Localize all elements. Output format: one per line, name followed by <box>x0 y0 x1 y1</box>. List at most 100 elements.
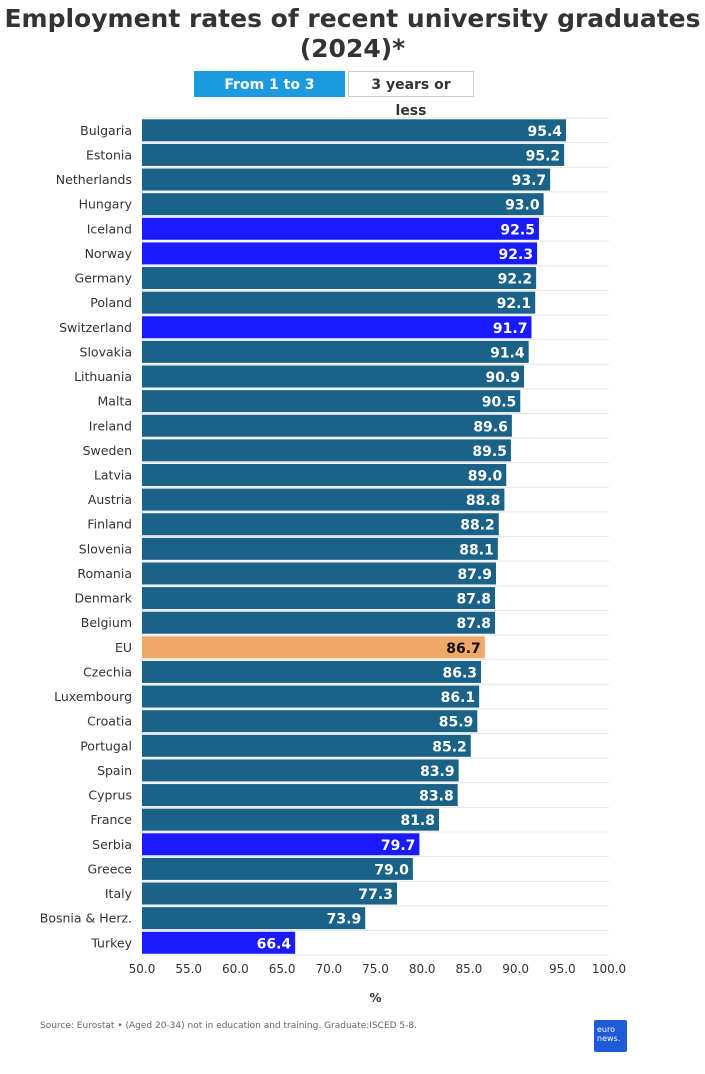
data-label: 88.8 <box>466 493 501 509</box>
logo-line-2: news. <box>597 1034 621 1043</box>
category-label: Belgium <box>81 615 132 630</box>
category-label: Estonia <box>86 147 132 162</box>
category-label: EU <box>115 640 132 655</box>
data-label: 95.2 <box>526 148 561 164</box>
bar-slovenia <box>142 537 498 560</box>
category-label: Sweden <box>83 443 132 458</box>
bar-bosnia-herz- <box>142 907 366 930</box>
bar-romania <box>142 562 496 585</box>
category-label: Slovakia <box>80 344 132 359</box>
bar-bulgaria <box>142 119 567 142</box>
x-tick-label: 50.0 <box>129 962 156 976</box>
euronews-logo: euro news. <box>594 1020 627 1052</box>
category-label: Hungary <box>79 197 133 212</box>
data-label: 90.5 <box>482 395 517 411</box>
category-label: Spain <box>97 763 132 778</box>
data-label: 89.5 <box>472 444 507 460</box>
bar-greece <box>142 857 413 880</box>
bar-germany <box>142 267 537 290</box>
tab-bar: From 1 to 3 years 3 years or less <box>194 71 474 119</box>
bar-czechia <box>142 660 482 683</box>
category-label: Austria <box>88 492 132 507</box>
data-label: 85.2 <box>432 739 467 755</box>
x-tick-label: 70.0 <box>315 962 342 976</box>
category-label: Iceland <box>87 221 132 236</box>
x-tick-label: 65.0 <box>269 962 296 976</box>
data-label: 88.2 <box>460 518 495 534</box>
data-label: 77.3 <box>358 887 393 903</box>
category-label: Croatia <box>87 714 132 729</box>
data-label: 79.7 <box>381 838 416 854</box>
category-label: Ireland <box>89 418 132 433</box>
data-label: 85.9 <box>439 715 474 731</box>
category-label: Norway <box>85 246 133 261</box>
bar-austria <box>142 488 505 511</box>
data-label: 92.2 <box>498 272 533 288</box>
bar-ireland <box>142 414 512 437</box>
category-label: Finland <box>87 517 132 532</box>
bar-turkey <box>142 931 296 954</box>
bar-portugal <box>142 734 471 757</box>
category-label: Czechia <box>83 664 132 679</box>
bar-norway <box>142 242 538 265</box>
tab-from-1-to-3-years[interactable]: From 1 to 3 years <box>194 71 345 119</box>
category-label: Lithuania <box>74 369 132 384</box>
data-label: 95.4 <box>527 124 562 140</box>
bar-iceland <box>142 217 539 240</box>
bar-sweden <box>142 439 511 462</box>
x-tick-label: 100.0 <box>592 962 626 976</box>
data-label: 91.7 <box>493 321 528 337</box>
category-label: Bosnia & Herz. <box>40 911 132 926</box>
data-label: 92.3 <box>499 247 534 263</box>
tab-3-years-or-less[interactable]: 3 years or less <box>348 71 474 119</box>
bar-netherlands <box>142 168 551 191</box>
data-label: 83.8 <box>419 789 454 805</box>
data-label: 66.4 <box>257 936 292 952</box>
data-label: 93.0 <box>505 198 540 214</box>
category-label: Turkey <box>90 935 132 950</box>
data-label: 89.6 <box>473 419 508 435</box>
bar-slovakia <box>142 340 529 363</box>
x-tick-label: 55.0 <box>175 962 202 976</box>
data-label: 87.9 <box>457 567 492 583</box>
category-label: Portugal <box>80 738 132 753</box>
category-label: Latvia <box>94 467 132 482</box>
x-tick-label: 85.0 <box>456 962 483 976</box>
data-label: 92.1 <box>497 296 532 312</box>
data-label: 90.9 <box>485 370 520 386</box>
category-label: Italy <box>105 886 133 901</box>
bar-switzerland <box>142 316 532 339</box>
category-label: Malta <box>98 394 132 409</box>
category-label: Poland <box>90 295 132 310</box>
x-tick-label: 90.0 <box>502 962 529 976</box>
category-label: Cyprus <box>88 788 132 803</box>
bar-lithuania <box>142 365 525 388</box>
bar-luxembourg <box>142 685 480 708</box>
data-label: 93.7 <box>512 173 547 189</box>
category-label: France <box>90 812 132 827</box>
category-label: Romania <box>77 566 132 581</box>
category-label: Greece <box>88 861 133 876</box>
bar-hungary <box>142 193 544 216</box>
x-axis-title: % <box>369 991 381 1005</box>
bar-italy <box>142 882 397 905</box>
data-label: 86.7 <box>446 641 481 657</box>
data-label: 91.4 <box>490 345 525 361</box>
category-label: Germany <box>75 271 133 286</box>
x-tick-label: 80.0 <box>409 962 436 976</box>
bar-denmark <box>142 587 496 610</box>
data-label: 83.9 <box>420 764 455 780</box>
data-label: 86.3 <box>442 665 477 681</box>
bar-eu <box>142 636 485 659</box>
data-label: 92.5 <box>500 222 535 238</box>
category-label: Serbia <box>92 837 132 852</box>
category-label: Slovenia <box>79 541 132 556</box>
bar-cyprus <box>142 784 458 807</box>
category-label: Bulgaria <box>80 123 132 138</box>
data-label: 86.1 <box>441 690 476 706</box>
chart-title: Employment rates of recent university gr… <box>4 4 701 63</box>
x-tick-label: 60.0 <box>222 962 249 976</box>
category-label: Luxembourg <box>54 689 132 704</box>
category-label: Switzerland <box>59 320 132 335</box>
